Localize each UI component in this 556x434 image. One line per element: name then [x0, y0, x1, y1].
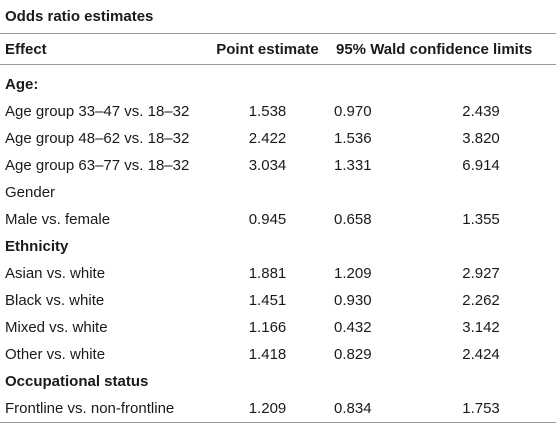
row-upper-limit: 2.424: [462, 346, 500, 363]
table-group-row: Gender: [0, 179, 556, 206]
row-lower-limit: 1.331: [334, 157, 372, 174]
row-effect-label: Frontline vs. non-frontline: [5, 400, 175, 417]
table-row: Mixed vs. white 1.166 0.432 3.142: [0, 314, 556, 341]
table-group-row: Ethnicity: [0, 233, 556, 260]
header-row: Effect Point estimate 95% Wald confidenc…: [0, 34, 556, 65]
row-lower-limit: 0.970: [334, 103, 372, 120]
table-row: Male vs. female 0.945 0.658 1.355: [0, 206, 556, 233]
group-label: Gender: [5, 184, 56, 201]
row-effect-label: Age group 33–47 vs. 18–32: [5, 103, 190, 120]
row-upper-limit: 2.262: [462, 292, 500, 309]
row-point-estimate: 0.945: [248, 211, 287, 228]
row-point-estimate: 1.209: [248, 400, 287, 417]
row-lower-limit: 1.209: [334, 265, 372, 282]
row-upper-limit: 3.820: [462, 130, 500, 147]
row-upper-limit: 6.914: [462, 157, 500, 174]
row-point-estimate: 2.422: [248, 130, 287, 147]
row-effect-label: Age group 48–62 vs. 18–32: [5, 130, 190, 147]
row-point-estimate: 1.418: [248, 346, 287, 363]
table-title: Odds ratio estimates: [0, 0, 556, 34]
row-upper-limit: 1.355: [462, 211, 500, 228]
row-lower-limit: 0.829: [334, 346, 372, 363]
row-effect-label: Mixed vs. white: [5, 319, 108, 336]
table-group-row: Age:: [0, 65, 556, 99]
table-row: Frontline vs. non-frontline 1.209 0.834 1.7…: [0, 395, 556, 423]
table-body: Age: Age group 33–47 vs. 18–32 1.538 0.970 2…: [0, 65, 556, 423]
row-upper-limit: 3.142: [462, 319, 500, 336]
row-lower-limit: 0.930: [334, 292, 372, 309]
row-effect-label: Male vs. female: [5, 211, 111, 228]
table-row: Other vs. white 1.418 0.829 2.424: [0, 341, 556, 368]
header-effect: Effect: [5, 40, 47, 58]
row-effect-label: Other vs. white: [5, 346, 106, 363]
row-effect-label: Black vs. white: [5, 292, 105, 309]
table-row: Age group 63–77 vs. 18–32 3.034 1.331 6.914: [0, 152, 556, 179]
row-point-estimate: 3.034: [248, 157, 287, 174]
row-lower-limit: 0.432: [334, 319, 372, 336]
row-lower-limit: 0.834: [334, 400, 372, 417]
group-heading: Age:: [5, 76, 39, 93]
row-upper-limit: 1.753: [462, 400, 500, 417]
row-upper-limit: 2.439: [462, 103, 500, 120]
row-point-estimate: 1.166: [248, 319, 287, 336]
header-confidence-limits: 95% Wald confidence limits: [336, 40, 533, 58]
row-point-estimate: 1.538: [248, 103, 287, 120]
row-point-estimate: 1.881: [248, 265, 287, 282]
row-lower-limit: 1.536: [334, 130, 372, 147]
table-row: Black vs. white 1.451 0.930 2.262: [0, 287, 556, 314]
table-group-row: Occupational status: [0, 368, 556, 395]
group-heading: Occupational status: [5, 373, 149, 390]
row-lower-limit: 0.658: [334, 211, 372, 228]
odds-ratio-table: Effect Point estimate 95% Wald confidenc…: [0, 34, 556, 423]
row-effect-label: Age group 63–77 vs. 18–32: [5, 157, 190, 174]
table-row: Asian vs. white 1.881 1.209 2.927: [0, 260, 556, 287]
row-point-estimate: 1.451: [248, 292, 287, 309]
group-heading: Ethnicity: [5, 238, 69, 255]
row-upper-limit: 2.927: [462, 265, 500, 282]
header-point-estimate: Point estimate: [216, 40, 319, 58]
table-row: Age group 33–47 vs. 18–32 1.538 0.970 2.439: [0, 98, 556, 125]
table-row: Age group 48–62 vs. 18–32 2.422 1.536 3.820: [0, 125, 556, 152]
row-effect-label: Asian vs. white: [5, 265, 106, 282]
